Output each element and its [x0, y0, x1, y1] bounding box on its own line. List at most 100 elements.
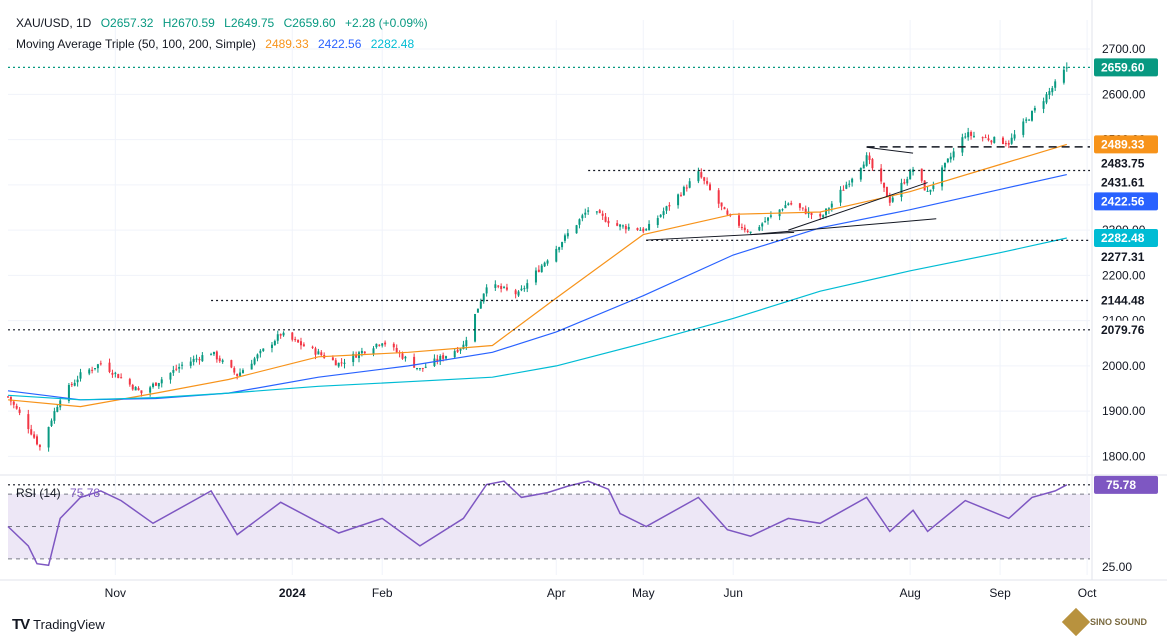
candle-body: [259, 350, 262, 354]
candle-body: [964, 136, 967, 138]
candle-body: [682, 186, 685, 196]
candle-body: [830, 203, 833, 208]
candle-body: [505, 287, 508, 290]
candle-body: [233, 368, 236, 373]
candle-body: [920, 168, 923, 181]
candle-body: [404, 356, 407, 359]
candle-body: [53, 411, 56, 421]
candle-body: [1022, 121, 1025, 135]
rsi-label[interactable]: RSI (14): [16, 486, 61, 500]
candle-body: [862, 164, 865, 169]
price-label-box: [1094, 154, 1158, 173]
y-tick-label: 2200.00: [1102, 268, 1146, 282]
x-tick-label: Jun: [724, 586, 743, 600]
price-label-text: 2079.76: [1101, 323, 1145, 337]
x-tick-label: Nov: [105, 586, 126, 600]
candle-body: [578, 219, 581, 225]
tradingview-brand: TradingView: [33, 617, 105, 632]
candle-body: [479, 301, 482, 309]
candle-body: [67, 384, 70, 401]
symbol-label[interactable]: XAU/USD, 1D: [16, 16, 92, 30]
candle-body: [587, 210, 590, 212]
candle-body: [717, 190, 720, 204]
candle-body: [523, 288, 526, 290]
candle-body: [172, 369, 175, 373]
candle-body: [810, 212, 813, 215]
candle-body: [932, 185, 935, 189]
candle-body: [1033, 108, 1036, 111]
candle-body: [700, 172, 703, 178]
candle-body: [198, 358, 201, 361]
close-value: C2659.60: [283, 16, 336, 30]
candle-body: [331, 357, 334, 361]
candle-body: [708, 184, 711, 190]
candle-body: [160, 379, 163, 384]
y-tick-label: 2700.00: [1102, 42, 1146, 56]
candle-body: [595, 211, 598, 213]
candle-body: [868, 155, 871, 161]
candle-body: [1028, 119, 1031, 121]
low-value: L2649.75: [224, 16, 275, 30]
candle-body: [537, 269, 540, 272]
candle-body: [117, 374, 120, 379]
candle-body: [540, 265, 543, 273]
rsi-value-box: [1094, 475, 1158, 494]
candle-body: [848, 183, 851, 185]
candle-body: [337, 362, 340, 367]
tradingview-logo[interactable]: TV TradingView: [12, 616, 105, 633]
candle-body: [526, 283, 529, 289]
candle-body: [381, 343, 384, 346]
y-tick-label: 2000.00: [1102, 359, 1146, 373]
rsi-tick-label: 25.00: [1102, 560, 1132, 574]
tradingview-logo-icon: TV: [12, 616, 30, 633]
trendline: [788, 182, 928, 231]
candle-body: [169, 372, 172, 380]
candle-body: [453, 351, 456, 358]
price-label-box: [1094, 229, 1158, 248]
candle-body: [291, 332, 294, 340]
candle-body: [503, 286, 506, 288]
candle-body: [210, 354, 213, 356]
price-label-text: 2144.48: [1101, 293, 1145, 307]
price-label-text: 2483.75: [1101, 156, 1145, 170]
candle-body: [192, 358, 195, 362]
candle-body: [416, 367, 419, 369]
candle-body: [993, 136, 996, 143]
candle-body: [56, 406, 59, 412]
candle-body: [334, 360, 337, 366]
candle-body: [883, 182, 886, 188]
ma-label[interactable]: Moving Average Triple (50, 100, 200, Sim…: [16, 37, 256, 51]
candle-body: [624, 225, 627, 230]
candle-body: [636, 228, 639, 231]
candle-body: [36, 436, 39, 445]
candle-body: [546, 260, 549, 264]
price-label-box: [1094, 192, 1158, 211]
candle-body: [1045, 94, 1048, 103]
price-label-box: [1094, 58, 1158, 77]
candle-body: [99, 363, 102, 365]
candle-body: [212, 351, 215, 355]
candle-body: [282, 332, 285, 336]
candle-body: [149, 387, 152, 393]
candle-body: [743, 227, 746, 231]
candle-body: [320, 352, 323, 356]
candle-body: [642, 228, 645, 232]
candle-body: [819, 214, 822, 217]
candle-body: [842, 189, 845, 191]
candle-body: [297, 339, 300, 343]
candle-body: [465, 340, 468, 347]
candle-body: [485, 287, 488, 294]
candle-body: [497, 285, 500, 287]
candle-body: [401, 353, 404, 359]
candle-body: [685, 187, 688, 189]
ma-line-ma50: [7, 143, 1067, 408]
candle-body: [1048, 91, 1051, 96]
candle-body: [972, 135, 975, 137]
candle-body: [784, 205, 787, 209]
candle-body: [639, 229, 642, 231]
candle-body: [221, 360, 224, 362]
candle-body: [656, 218, 659, 226]
candle-body: [769, 215, 772, 217]
candle-body: [601, 213, 604, 216]
